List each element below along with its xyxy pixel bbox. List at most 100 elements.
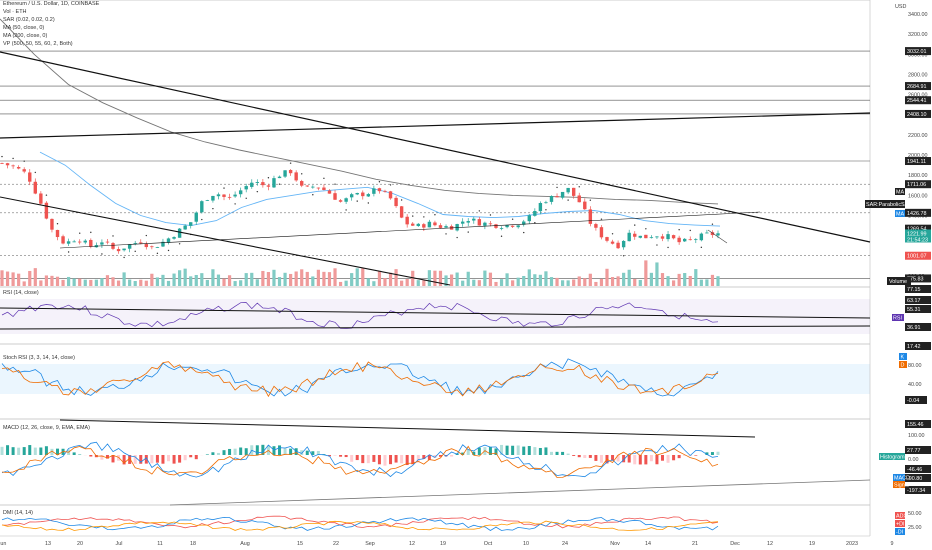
sar-dot [400, 199, 403, 201]
trend-line[interactable] [59, 211, 761, 249]
macd-histogram-bar [133, 455, 137, 464]
dmi-badge-label: +DI [896, 522, 905, 528]
sar-dot [256, 190, 259, 193]
macd-histogram-bar [438, 455, 442, 457]
sar-badge [865, 200, 905, 208]
candle [150, 246, 154, 248]
volume-bar [33, 268, 37, 286]
volume-bar [644, 260, 648, 286]
trend-line[interactable] [0, 112, 871, 139]
macd-histogram-bar [511, 445, 515, 455]
candle [621, 240, 626, 248]
volume-bar [222, 278, 226, 286]
volume-bar [427, 270, 431, 286]
volume-bar [116, 280, 121, 286]
macd-histogram-bar [111, 455, 115, 463]
indicator-ma50[interactable]: MA (50, close, 0) [3, 25, 45, 31]
volume-bar [250, 272, 254, 286]
volume-bar [499, 279, 504, 286]
volume-bar [555, 277, 559, 286]
dmi-level-label: 25.00 [908, 525, 922, 531]
macd-histogram-bar [89, 455, 93, 457]
level-badge-label: 1426.78 [907, 211, 927, 217]
sar-dot [123, 256, 125, 259]
level-badge[interactable] [905, 208, 931, 217]
candle [405, 216, 409, 225]
date-tick: 12 [767, 541, 773, 547]
candle [638, 235, 642, 238]
rsi-trend-line[interactable] [0, 307, 871, 319]
date-tick: Sep [365, 541, 375, 547]
candle [216, 194, 221, 197]
macd-histogram-bar [333, 455, 337, 456]
sar-dot [556, 186, 558, 189]
volume-bar [233, 281, 237, 286]
indicator-vp[interactable]: VP (500, 50, 55, 60, 2, Both) [3, 41, 73, 47]
candle [483, 222, 487, 226]
date-tick: 18 [190, 541, 196, 547]
candle [305, 185, 309, 187]
macd-histogram-bar [344, 455, 348, 458]
volume-bar [111, 277, 115, 286]
current-price-badge[interactable] [905, 229, 931, 243]
candle [599, 227, 604, 238]
candle [78, 241, 82, 243]
candle [33, 181, 38, 194]
candle [472, 218, 476, 221]
macd-histogram-bar [327, 455, 331, 457]
sar-dot [245, 197, 247, 199]
macd-trend-line[interactable] [169, 479, 871, 506]
candle [183, 225, 187, 230]
level-badge[interactable] [905, 82, 931, 91]
rsi-trend-line[interactable] [0, 325, 871, 330]
level-badge[interactable] [905, 251, 931, 260]
candle [577, 195, 581, 203]
macd-histogram-bar [649, 455, 653, 462]
date-tick: Dec [730, 541, 740, 547]
dmi-level-label: 50.00 [908, 511, 922, 517]
indicator-ma200[interactable]: MA (200, close, 0) [3, 33, 48, 39]
level-badge[interactable] [905, 285, 931, 293]
volume-bar [466, 271, 470, 286]
candle [277, 176, 282, 179]
rsi-level-label: 55.31 [907, 307, 921, 313]
macd-histogram-bar [355, 455, 359, 461]
sar-dot [112, 235, 114, 237]
stoch-level-label: 40.00 [908, 382, 922, 388]
macd-histogram-bar [361, 455, 365, 464]
level-badge[interactable] [905, 157, 931, 166]
level-badge[interactable] [905, 96, 931, 105]
indicator-sar[interactable]: SAR (0.02, 0.02, 0.2) [3, 17, 55, 23]
level-badge[interactable] [905, 109, 931, 118]
trend-line[interactable] [0, 196, 451, 286]
volume-bar [527, 269, 531, 286]
volume-bar [39, 280, 43, 286]
volume-badge [887, 277, 911, 285]
macd-histogram-bar [383, 455, 387, 466]
sar-dot [500, 235, 503, 237]
macd-histogram-bar [461, 452, 465, 455]
sar-dot [367, 202, 370, 204]
candle [283, 170, 287, 177]
macd-histogram-bar [0, 446, 4, 455]
level-badge[interactable] [905, 180, 931, 189]
rsi-level-badge [905, 296, 931, 304]
volume-bar [449, 274, 454, 286]
candle [677, 237, 681, 243]
date-tick: Jul [116, 541, 123, 547]
stoch-level-label: 80.00 [908, 363, 922, 369]
macd-histogram-bar [216, 452, 220, 455]
candle [682, 238, 687, 242]
price-tick: 1600.00 [908, 193, 928, 199]
level-badge[interactable] [905, 47, 931, 56]
candle [272, 178, 276, 188]
candle [566, 187, 570, 193]
candle [533, 211, 537, 216]
date-tick: 2023 [846, 541, 858, 547]
macd-trend-line[interactable] [59, 419, 756, 438]
level-badge[interactable] [905, 274, 931, 283]
trend-line[interactable] [0, 51, 871, 243]
indicator-volume[interactable]: Vol · ETH [3, 9, 27, 15]
volume-bar [67, 276, 71, 286]
